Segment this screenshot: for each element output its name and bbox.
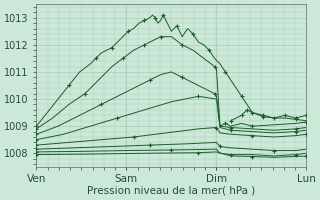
X-axis label: Pression niveau de la mer( hPa ): Pression niveau de la mer( hPa ) <box>87 186 256 196</box>
